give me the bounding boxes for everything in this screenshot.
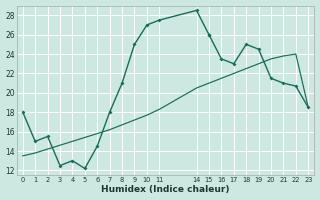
X-axis label: Humidex (Indice chaleur): Humidex (Indice chaleur) xyxy=(101,185,230,194)
